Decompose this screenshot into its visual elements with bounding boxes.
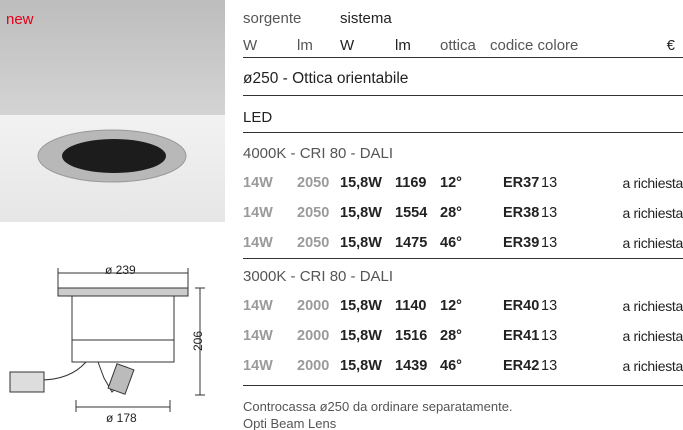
dimension-label: ø 239 <box>105 263 136 277</box>
column-header: lm <box>395 37 411 54</box>
cell: 13 <box>541 235 558 251</box>
cell: 12° <box>440 298 462 314</box>
section-title: ø250 - Ottica orientabile <box>243 70 409 87</box>
cell: 2050 <box>297 175 330 191</box>
cell: 14W <box>243 328 273 344</box>
availability: a richiesta <box>622 205 683 221</box>
column-header: ottica <box>440 37 476 54</box>
cell: ER37 <box>503 175 540 191</box>
cell: 1439 <box>395 358 428 374</box>
cell: 2000 <box>297 328 330 344</box>
header-group: sorgente <box>243 10 302 27</box>
dimension-label: ø 178 <box>106 411 137 425</box>
note: Controcassa ø250 da ordinare separatamen… <box>243 399 513 414</box>
dimension-label: 206 <box>191 330 205 351</box>
cell: ER39 <box>503 235 540 251</box>
cell: ER40 <box>503 298 540 314</box>
subsection: LED <box>243 109 273 126</box>
cell: 2000 <box>297 298 330 314</box>
new-badge: new <box>6 11 34 28</box>
cell: 15,8W <box>340 235 382 251</box>
header-group: sistema <box>340 10 392 27</box>
column-header: W <box>243 37 258 54</box>
divider <box>243 258 683 259</box>
cell: 14W <box>243 175 273 191</box>
cell: 1475 <box>395 235 428 251</box>
cell: 1516 <box>395 328 428 344</box>
cell: 15,8W <box>340 175 382 191</box>
cell: 13 <box>541 328 558 344</box>
cell: 15,8W <box>340 328 382 344</box>
photo-wall <box>0 0 225 115</box>
column-header: codice colore <box>490 37 579 54</box>
cell: 46° <box>440 358 462 374</box>
cell: 2050 <box>297 205 330 221</box>
divider <box>243 385 683 386</box>
cell: 13 <box>541 175 558 191</box>
availability: a richiesta <box>622 175 683 191</box>
group-label: 3000K - CRI 80 - DALI <box>243 268 394 285</box>
lamp-lens <box>62 139 166 173</box>
cell: ER38 <box>503 205 540 221</box>
cell: 13 <box>541 205 558 221</box>
availability: a richiesta <box>622 235 683 251</box>
column-header: W <box>340 37 355 54</box>
cell: ER41 <box>503 328 540 344</box>
cell: 46° <box>440 235 462 251</box>
cell: 28° <box>440 328 462 344</box>
availability: a richiesta <box>622 328 683 344</box>
availability: a richiesta <box>622 298 683 314</box>
group-label: 4000K - CRI 80 - DALI <box>243 145 394 162</box>
cell: 12° <box>440 175 462 191</box>
technical-drawing <box>9 268 205 412</box>
divider <box>243 132 683 133</box>
cell: 28° <box>440 205 462 221</box>
note: Opti Beam Lens <box>243 416 337 430</box>
availability: a richiesta <box>622 358 683 374</box>
cell: 1140 <box>395 298 427 314</box>
cell: ER42 <box>503 358 540 374</box>
cell: 14W <box>243 358 273 374</box>
cell: 14W <box>243 205 273 221</box>
divider <box>243 95 683 96</box>
cell: 2050 <box>297 235 330 251</box>
cell: 1169 <box>395 175 427 191</box>
cell: 14W <box>243 235 273 251</box>
cell: 1554 <box>395 205 428 221</box>
column-header: € <box>666 37 675 54</box>
product-images <box>0 0 225 412</box>
cell: 13 <box>541 358 558 374</box>
cell: 15,8W <box>340 298 382 314</box>
cell: 15,8W <box>340 358 382 374</box>
cell: 2000 <box>297 358 330 374</box>
column-header: lm <box>297 37 313 54</box>
cell: 15,8W <box>340 205 382 221</box>
cell: 13 <box>541 298 558 314</box>
cell: 14W <box>243 298 273 314</box>
divider <box>243 57 683 58</box>
